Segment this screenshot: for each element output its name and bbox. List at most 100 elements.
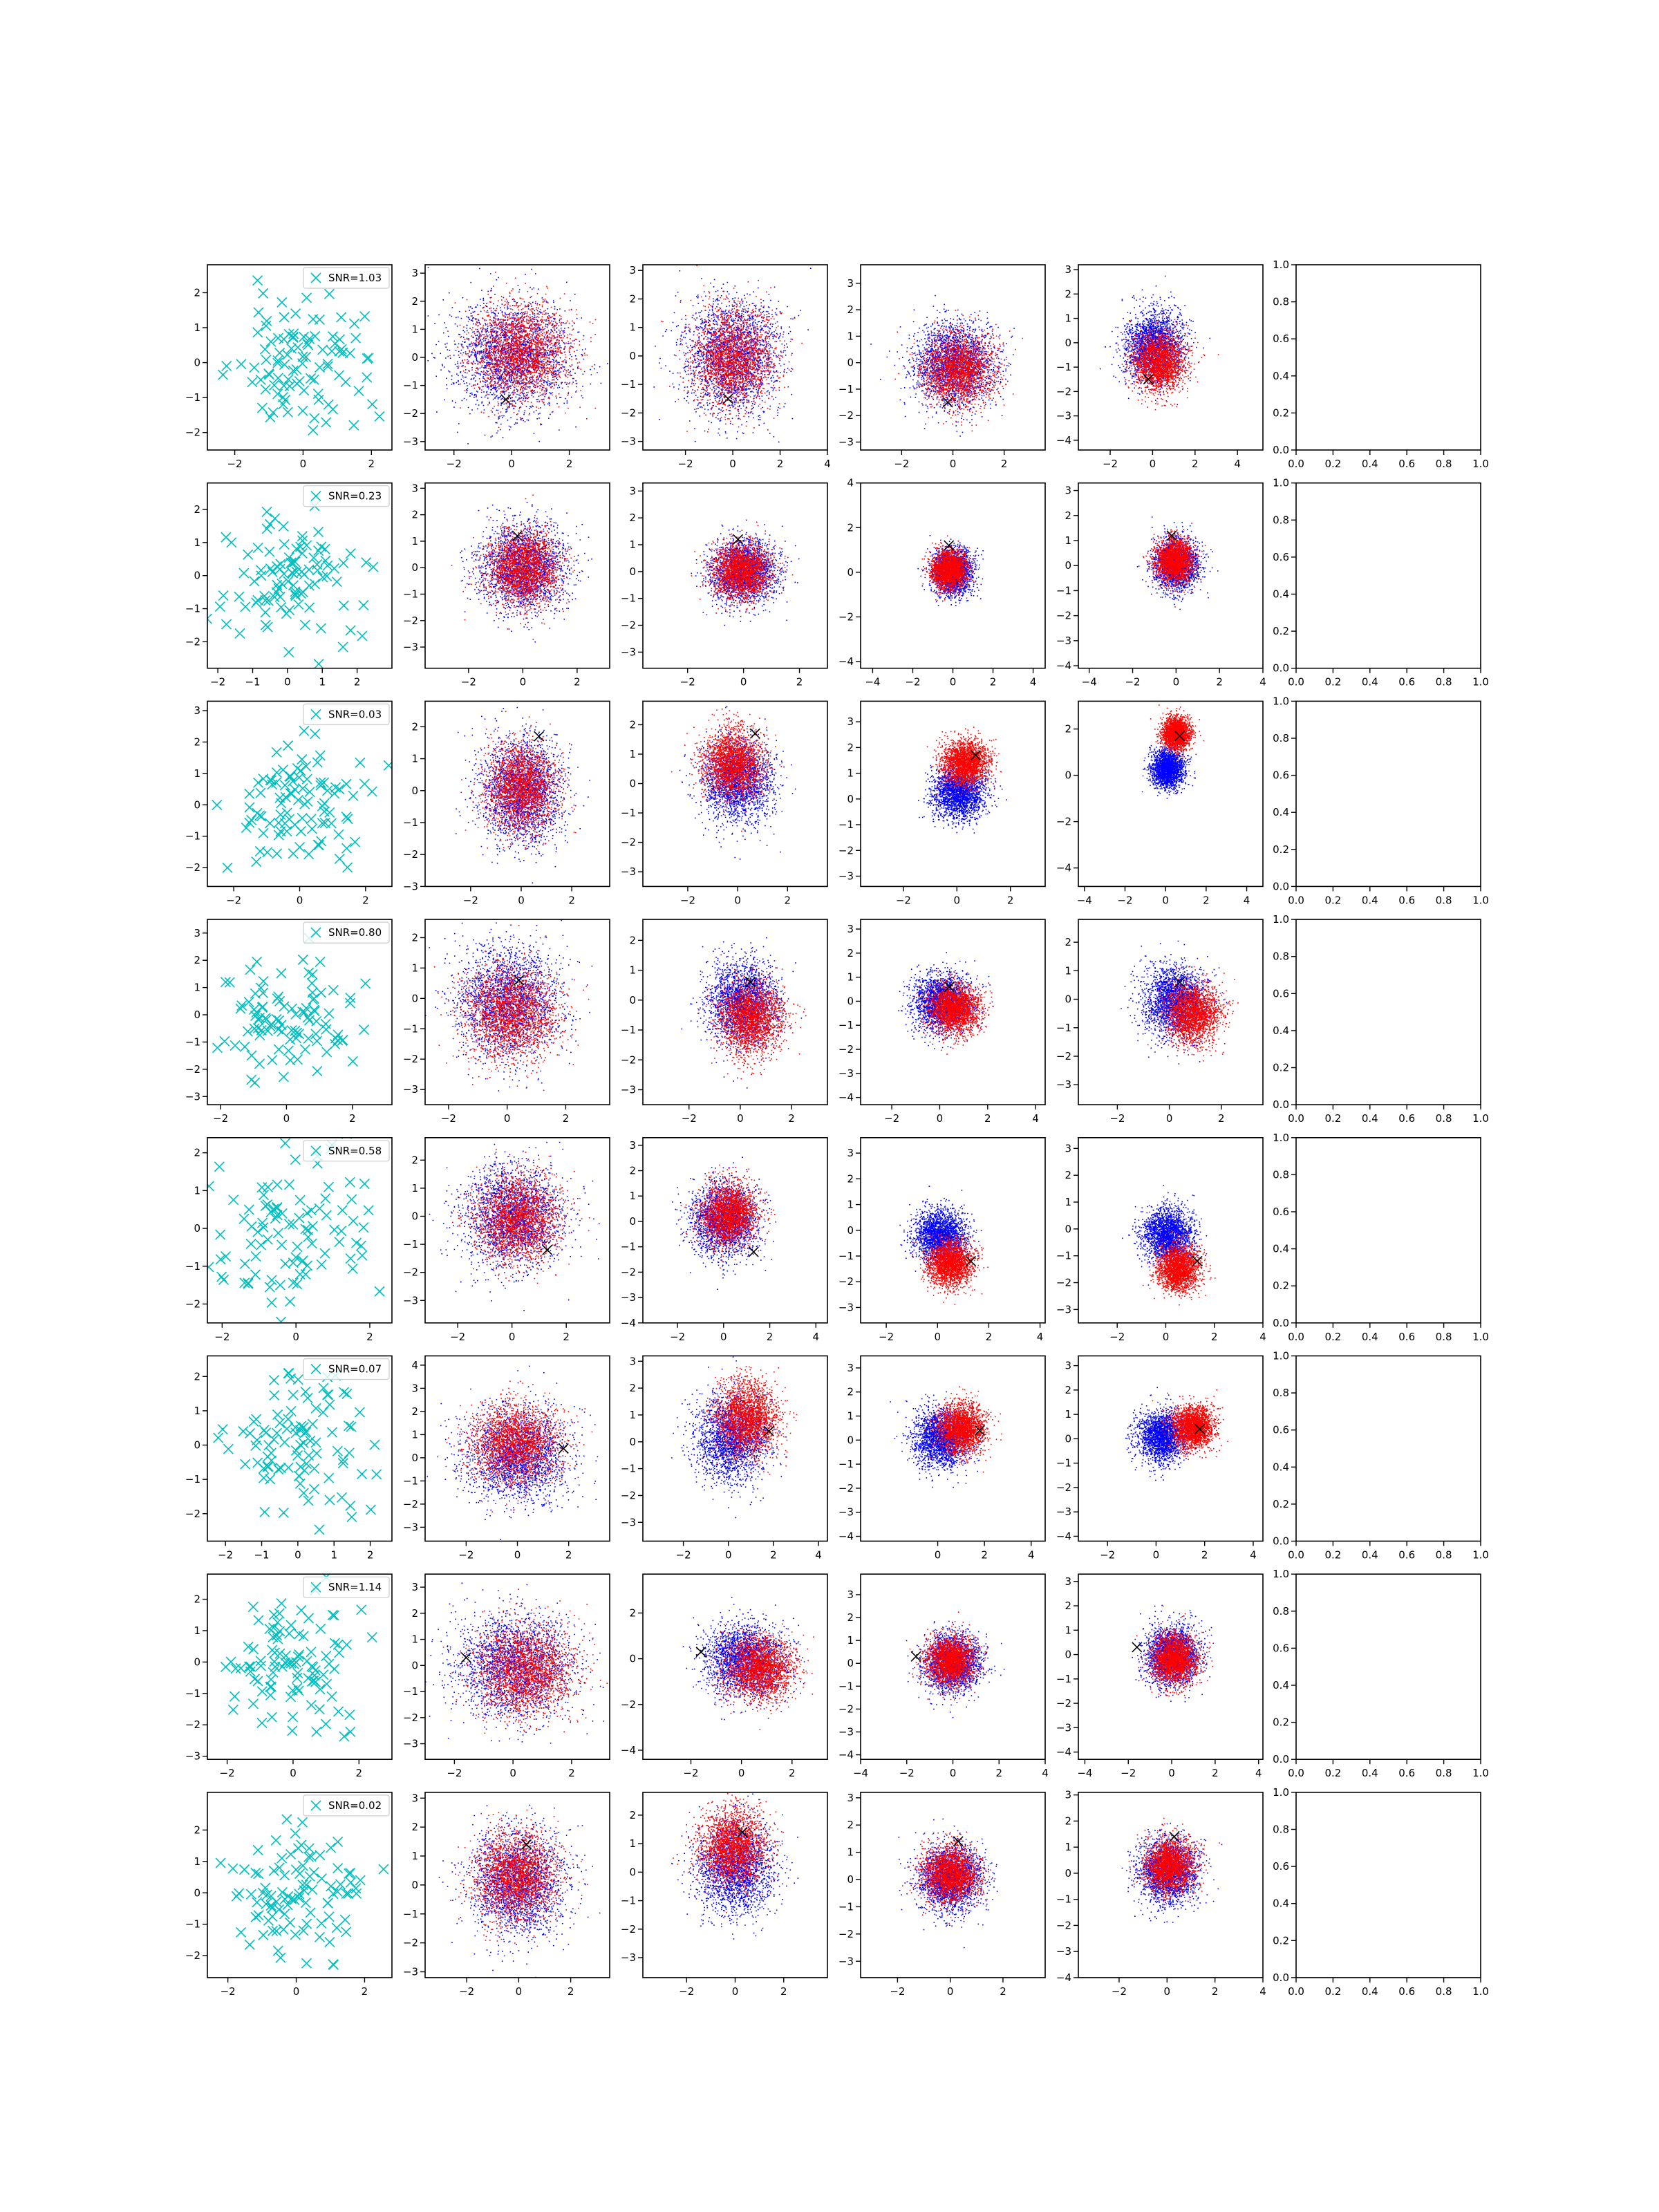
y-tick-label: −4 [838, 1530, 854, 1543]
sample-marker [234, 591, 245, 602]
y-tick-label: 2 [194, 735, 200, 748]
x-tick-label: −2 [890, 1985, 905, 1998]
sample-marker [303, 1033, 314, 1044]
y-tick-label: −3 [403, 641, 418, 653]
sample-marker [319, 543, 330, 554]
subplot-r8-c4: −2 0 2 −3 −2 −1 0 1 2 3 [838, 1792, 1046, 1998]
sample-marker [282, 406, 293, 418]
axes-frame [207, 1573, 393, 1760]
sample-marker [339, 1731, 350, 1742]
y-tick-label: 0 [847, 793, 854, 805]
sample-marker [265, 1206, 276, 1218]
sample-marker [306, 1676, 317, 1687]
sample-marker [258, 1472, 270, 1483]
x-tick-label: −2 [1103, 458, 1118, 470]
series-class-a [1141, 738, 1196, 799]
sample-marker [265, 336, 276, 347]
y-tick-label: −2 [1056, 385, 1071, 397]
x-tick-label: 4 [1259, 1331, 1266, 1343]
y-tick-label: −1 [621, 807, 636, 819]
y-tick-label: −4 [1056, 659, 1071, 672]
x-tick-label: −2 [1100, 1549, 1115, 1562]
sample-marker [320, 1718, 331, 1730]
sample-marker [292, 1279, 303, 1290]
sample-marker [253, 1868, 264, 1880]
x-tick-label: 2 [984, 1112, 991, 1125]
sample-marker [234, 628, 245, 639]
y-tick-label: −3 [838, 1506, 854, 1519]
sample-marker [261, 320, 272, 331]
y-tick-label: 0.4 [1273, 370, 1289, 382]
sample-marker [250, 988, 261, 999]
y-tick-label: 0 [847, 995, 854, 1007]
sample-marker [303, 849, 315, 860]
y-tick-label: −4 [1056, 1971, 1071, 1984]
y-tick-label: 0.6 [1273, 769, 1289, 782]
x-tick-label: 2 [995, 1767, 1002, 1779]
sample-marker [247, 1602, 259, 1613]
subplot-r2-c6: 0.0 0.2 0.4 0.6 0.8 1.0 0.0 0.2 0.4 0.6 0.8 1.0 [1273, 477, 1489, 688]
center-marker [1143, 374, 1154, 385]
sample-marker [272, 1179, 283, 1190]
sample-marker [360, 978, 371, 989]
sample-marker [272, 388, 283, 400]
sample-marker [314, 1524, 325, 1535]
sample-marker [308, 374, 319, 385]
x-tick-label: 0.4 [1362, 1549, 1378, 1562]
series-class-b [450, 1809, 588, 1947]
sample-marker [283, 1219, 295, 1230]
y-tick-label: 0.2 [1273, 625, 1289, 637]
subplot-r7-c1: −2 0 2 −3 −2 −1 0 1 2 SNR=1.14 [185, 1573, 393, 1779]
sample-marker [261, 506, 272, 518]
y-tick-label: −2 [621, 1698, 636, 1711]
series-class-b [445, 1380, 593, 1512]
sample-marker [251, 856, 262, 868]
y-tick-label: −1 [403, 1022, 418, 1035]
subplot-r3-c6: 0.0 0.2 0.4 0.6 0.8 1.0 0.0 0.2 0.4 0.6 0.8 1.0 [1273, 695, 1489, 906]
subplot-r4-c3: −2 0 2 −3 −2 −1 0 1 2 [621, 919, 828, 1125]
center-marker [514, 975, 525, 986]
sample-marker [311, 1035, 323, 1047]
sample-marker [272, 993, 283, 1004]
sample-marker [322, 361, 333, 372]
subplot-r3-c4: −2 0 2 −3 −2 −1 0 1 2 3 [838, 700, 1046, 906]
sample-marker [243, 1204, 254, 1215]
axes-frame [424, 700, 610, 888]
x-tick-label: 2 [1212, 1985, 1219, 1998]
sample-marker [240, 601, 251, 612]
center-marker [460, 1652, 471, 1663]
sample-marker [324, 288, 335, 299]
y-tick-label: 2 [847, 1819, 854, 1831]
y-tick-label: 1 [411, 1850, 418, 1862]
sample-marker [294, 1268, 306, 1280]
sample-marker [290, 588, 301, 600]
x-tick-label: 1.0 [1472, 1767, 1489, 1779]
sample-marker [207, 1181, 215, 1192]
x-tick-label: −1 [254, 1549, 269, 1562]
x-tick-label: 2 [784, 894, 791, 906]
sample-marker [249, 362, 260, 373]
sample-marker [296, 1605, 307, 1616]
sample-marker [306, 814, 317, 825]
sample-marker [359, 1024, 370, 1035]
series-class-b [442, 1588, 608, 1734]
sample-marker [329, 1224, 340, 1235]
sample-marker [230, 1663, 241, 1674]
legend-box [303, 703, 390, 726]
sample-marker [246, 1074, 257, 1085]
plot-area [1099, 275, 1219, 411]
x-tick-label: 2 [1007, 894, 1014, 906]
sample-marker [283, 1179, 295, 1190]
sample-marker [271, 767, 282, 778]
sample-marker [299, 725, 310, 736]
y-tick-label: 1.0 [1273, 259, 1289, 271]
y-tick-label: 3 [847, 923, 854, 935]
sample-marker [221, 532, 232, 543]
x-tick-label: 0.6 [1398, 676, 1415, 688]
sample-marker [319, 1248, 330, 1259]
center-marker [732, 534, 744, 545]
sample-marker [280, 1258, 291, 1269]
y-tick-label: −2 [1056, 1050, 1071, 1062]
sample-marker [220, 977, 231, 988]
